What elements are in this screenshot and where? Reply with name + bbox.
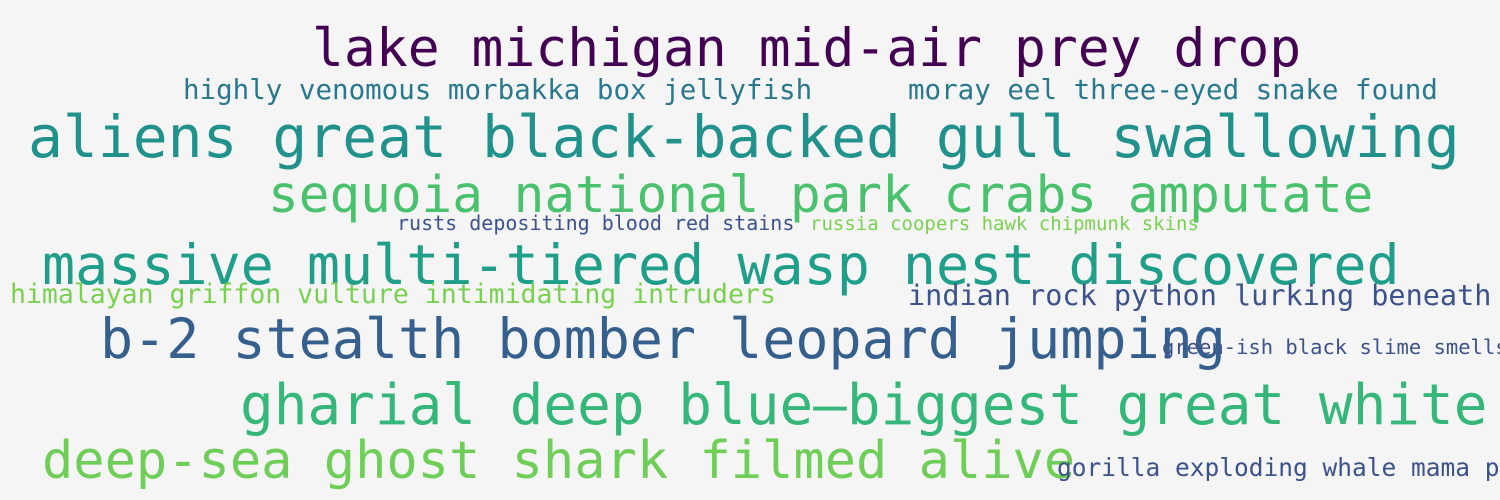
cloud-word-lake-michigan: lake michigan mid-air prey drop [312, 18, 1302, 79]
cloud-word-stealth-bomber: b-2 stealth bomber leopard jumping [100, 307, 1226, 371]
cloud-word-sequoia-crabs: sequoia national park crabs amputate [268, 166, 1374, 225]
cloud-word-gorilla-whale: gorilla exploding whale mama pig [1057, 453, 1500, 482]
cloud-word-black-slime: green-ish black slime smells [1162, 335, 1500, 359]
cloud-word-aliens-gull: aliens great black-backed gull swallowin… [28, 103, 1460, 171]
cloud-word-gharial-white: gharial deep blue—biggest great white [240, 373, 1488, 438]
cloud-word-ghost-shark: deep-sea ghost shark filmed alive [42, 431, 1076, 491]
cloud-word-rock-python: indian rock python lurking beneath [908, 279, 1492, 312]
cloud-word-box-jellyfish: highly venomous morbakka box jellyfish [183, 74, 813, 106]
cloud-word-russia-hawk: russia coopers hawk chipmunk skins [810, 213, 1199, 235]
cloud-word-moray-eel: moray eel three-eyed snake found [908, 74, 1438, 106]
cloud-word-rusts-stains: rusts depositing blood red stains [397, 211, 795, 235]
cloud-word-griffon-vulture: himalayan griffon vulture intimidating i… [10, 279, 776, 310]
cloud-word-wasp-nest: massive multi-tiered wasp nest discovere… [42, 233, 1400, 297]
